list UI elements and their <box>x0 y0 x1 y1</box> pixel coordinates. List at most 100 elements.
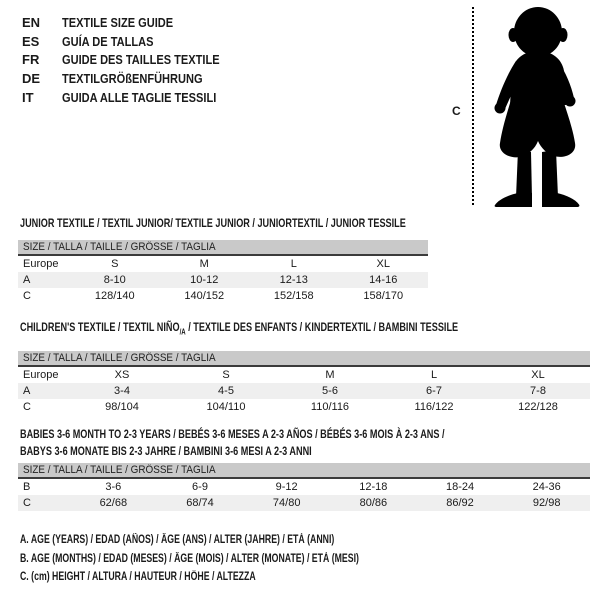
value-cell: 110/116 <box>310 401 350 414</box>
size-header-bar: SIZE / TALLA / TAILLE / GRÖSSE / TAGLIA <box>18 463 590 479</box>
size-cell: M <box>325 369 335 382</box>
row-label-cell: A <box>23 274 31 286</box>
table-row-sizes: Europe S M L XL <box>18 256 428 272</box>
row-label-cell: Europe <box>23 369 59 382</box>
size-header-bar-text: SIZE / TALLA / TAILLE / GRÖSSE / TAGLIA <box>23 464 216 476</box>
size-header-bar-text: SIZE / TALLA / TAILLE / GRÖSSE / TAGLIA <box>23 241 216 253</box>
language-title: TEXTILGRÖßENFÜHRUNG <box>62 71 203 87</box>
value-cell: 68/74 <box>186 497 214 509</box>
language-code: IT <box>22 89 34 105</box>
junior-table-heading-text: JUNIOR TEXTILE / TEXTIL JUNIOR/ TEXTILE … <box>20 216 406 230</box>
table-row-months: B 3-6 6-9 9-12 12-18 18-24 24-36 <box>18 479 590 495</box>
value-cell: 98/104 <box>105 401 139 414</box>
size-cell: L <box>290 258 297 270</box>
junior-table-heading: JUNIOR TEXTILE / TEXTIL JUNIOR/ TEXTILE … <box>18 217 428 230</box>
size-cell: XL <box>531 369 545 382</box>
size-cell: S <box>222 369 230 382</box>
babies-heading-line2: BABYS 3-6 MONATE BIS 2-3 JAHRE / BAMBINI… <box>20 444 312 458</box>
note-height: C. (cm) HEIGHT / ALTURA / HAUTEUR / HÖHE… <box>20 568 466 587</box>
language-code: FR <box>22 52 40 68</box>
height-measure-label: C <box>452 104 461 118</box>
value-cell: 12-18 <box>359 481 388 493</box>
size-header-bar: SIZE / TALLA / TAILLE / GRÖSSE / TAGLIA <box>18 240 428 256</box>
childrens-table-heading-text: CHILDREN'S TEXTILE / TEXTIL NIÑO/A / TEX… <box>20 321 458 338</box>
value-cell: 92/98 <box>532 497 561 509</box>
row-label-cell: Europe <box>23 258 59 270</box>
baby-silhouette-icon <box>494 7 580 207</box>
value-cell: 152/158 <box>273 290 314 302</box>
language-title: TEXTILE SIZE GUIDE <box>62 15 174 30</box>
size-header-bar-text: SIZE / TALLA / TAILLE / GRÖSSE / TAGLIA <box>23 352 216 365</box>
value-cell: 6-9 <box>192 481 208 493</box>
heading-post: / TEXTILE DES ENFANTS / KINDERTEXTIL / B… <box>185 320 459 334</box>
value-cell: 12-13 <box>279 274 308 286</box>
size-cell: XS <box>114 369 130 382</box>
value-cell: 14-16 <box>369 274 398 286</box>
table-row-sizes: Europe XS S M L XL <box>18 367 590 383</box>
size-cell: S <box>111 258 119 270</box>
language-row-en: EN TEXTILE SIZE GUIDE <box>22 14 247 33</box>
language-title: GUIDE DES TAILLES TEXTILE <box>62 52 220 68</box>
language-list: EN TEXTILE SIZE GUIDE ES GUÍA DE TALLAS … <box>22 14 247 108</box>
row-label-cell: C <box>23 401 31 414</box>
value-cell: 4-5 <box>218 385 234 398</box>
heading-subscript: /A <box>179 327 186 337</box>
table-row-height: C 62/68 68/74 74/80 80/86 86/92 92/98 <box>18 495 590 511</box>
language-row-it: IT GUIDA ALLE TAGLIE TESSILI <box>22 89 247 108</box>
note-age-months-text: B. AGE (MONTHS) / EDAD (MESES) / ÂGE (MO… <box>20 552 359 565</box>
value-cell: 140/152 <box>184 290 225 302</box>
value-cell: 6-7 <box>426 385 442 398</box>
value-cell: 62/68 <box>99 497 128 509</box>
value-cell: 128/140 <box>94 290 135 302</box>
note-height-text: C. (cm) HEIGHT / ALTURA / HAUTEUR / HÖHE… <box>20 571 256 584</box>
value-cell: 9-12 <box>275 481 298 493</box>
language-code: EN <box>22 15 41 30</box>
value-cell: 24-36 <box>532 481 561 493</box>
value-cell: 3-4 <box>114 385 130 398</box>
value-cell: 80/86 <box>359 497 388 509</box>
language-row-fr: FR GUIDE DES TAILLES TEXTILE <box>22 51 247 70</box>
value-cell: 122/128 <box>518 401 558 414</box>
language-row-es: ES GUÍA DE TALLAS <box>22 33 247 52</box>
table-row-age: A 8-10 10-12 12-13 14-16 <box>18 272 428 288</box>
row-label-cell: A <box>23 385 31 398</box>
language-title: GUIDA ALLE TAGLIE TESSILI <box>62 89 217 105</box>
note-age-years: A. AGE (YEARS) / EDAD (AÑOS) / ÂGE (ANS)… <box>20 531 466 550</box>
table-row-height: C 98/104 104/110 110/116 116/122 122/128 <box>18 399 590 415</box>
size-cell: M <box>199 258 209 270</box>
value-cell: 116/122 <box>414 401 454 414</box>
note-age-months: B. AGE (MONTHS) / EDAD (MESES) / ÂGE (MO… <box>20 550 466 569</box>
language-code: ES <box>22 33 40 49</box>
babies-textile-section: BABIES 3-6 MONTH TO 2-3 YEARS / BEBÉS 3-… <box>18 426 590 511</box>
childrens-table-heading: CHILDREN'S TEXTILE / TEXTIL NIÑO/A / TEX… <box>18 321 590 338</box>
value-cell: 158/170 <box>363 290 404 302</box>
value-cell: 104/110 <box>206 401 246 414</box>
size-cell: L <box>430 369 438 382</box>
childrens-textile-section: CHILDREN'S TEXTILE / TEXTIL NIÑO/A / TEX… <box>18 321 590 415</box>
table-row-age: A 3-4 4-5 5-6 6-7 7-8 <box>18 383 590 400</box>
babies-heading-line1: BABIES 3-6 MONTH TO 2-3 YEARS / BEBÉS 3-… <box>20 427 445 441</box>
value-cell: 10-12 <box>190 274 219 286</box>
baby-silhouette <box>478 5 596 207</box>
value-cell: 18-24 <box>445 481 475 493</box>
note-age-years-text: A. AGE (YEARS) / EDAD (AÑOS) / ÂGE (ANS)… <box>20 534 335 546</box>
language-title: GUÍA DE TALLAS <box>62 33 154 49</box>
row-label-cell: C <box>23 290 31 302</box>
value-cell: 86/92 <box>446 497 474 509</box>
babies-table-heading: BABIES 3-6 MONTH TO 2-3 YEARS / BEBÉS 3-… <box>18 426 590 460</box>
junior-textile-section: JUNIOR TEXTILE / TEXTIL JUNIOR/ TEXTILE … <box>18 217 428 304</box>
language-row-de: DE TEXTILGRÖßENFÜHRUNG <box>22 70 247 89</box>
language-code: DE <box>22 71 41 87</box>
height-measure-dotted-line <box>472 7 474 205</box>
size-cell: XL <box>376 258 390 270</box>
value-cell: 7-8 <box>530 385 546 398</box>
row-label-cell: C <box>23 497 31 509</box>
row-label-cell: B <box>23 481 31 493</box>
value-cell: 3-6 <box>105 481 122 493</box>
legend-notes: A. AGE (YEARS) / EDAD (AÑOS) / ÂGE (ANS)… <box>20 531 466 587</box>
value-cell: 74/80 <box>272 497 301 509</box>
table-row-height: C 128/140 140/152 152/158 158/170 <box>18 288 428 304</box>
heading-pre: CHILDREN'S TEXTILE / TEXTIL NIÑO <box>20 320 180 334</box>
size-header-bar: SIZE / TALLA / TAILLE / GRÖSSE / TAGLIA <box>18 351 590 368</box>
value-cell: 5-6 <box>322 385 338 398</box>
